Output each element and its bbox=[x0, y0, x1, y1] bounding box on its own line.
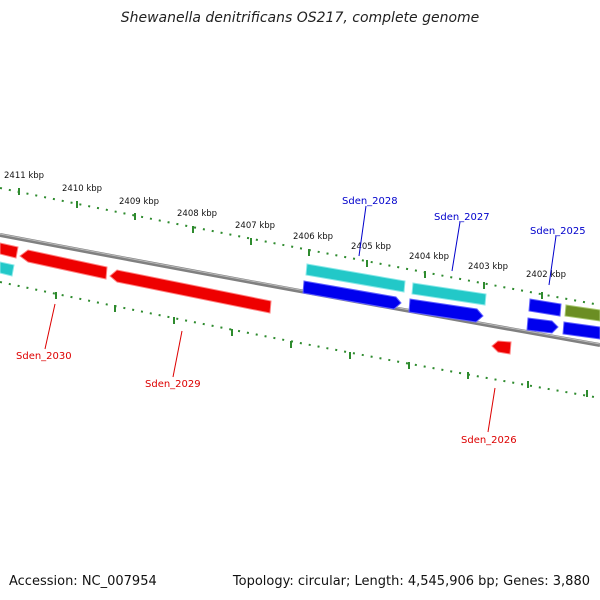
leader-sden2026 bbox=[487, 387, 496, 433]
gene-blue-4[interactable] bbox=[526, 317, 559, 334]
gene-olive[interactable] bbox=[564, 304, 600, 322]
gene-cyan-0[interactable] bbox=[0, 261, 15, 277]
gene-label-sden2028: Sden_2028 bbox=[342, 196, 398, 207]
kbp-label: 2402 kbp bbox=[526, 270, 566, 280]
gene-red-sden2026[interactable] bbox=[491, 340, 512, 355]
inner-scale-track bbox=[0, 281, 600, 399]
leader-sden2027 bbox=[451, 221, 461, 272]
genome-backbone bbox=[0, 233, 600, 347]
gene-label-sden2026: Sden_2026 bbox=[461, 435, 517, 446]
gene-blue-2[interactable] bbox=[408, 298, 484, 323]
map-title: Shewanella denitrificans OS217, complete… bbox=[120, 10, 480, 26]
gene-label-sden2025: Sden_2025 bbox=[530, 226, 586, 237]
accession-text: Accession: NC_007954 bbox=[9, 574, 157, 589]
kbp-label: 2407 kbp bbox=[235, 221, 275, 231]
gene-red-sden2030[interactable] bbox=[19, 249, 108, 280]
genome-stats-text: Topology: circular; Length: 4,545,906 bp… bbox=[232, 574, 590, 589]
gene-label-sden2029: Sden_2029 bbox=[145, 379, 201, 390]
kbp-label: 2410 kbp bbox=[62, 184, 102, 194]
gene-red-0[interactable] bbox=[0, 242, 19, 259]
leader-sden2029 bbox=[172, 330, 183, 378]
genome-backbone-highlight bbox=[0, 233, 600, 345]
gene-label-sden2030: Sden_2030 bbox=[16, 351, 72, 362]
kbp-label: 2403 kbp bbox=[468, 262, 508, 272]
gene-labels: Sden_2028 Sden_2027 Sden_2025 Sden_2030 … bbox=[16, 196, 586, 446]
label-leaders bbox=[44, 205, 557, 433]
outer-scale-track bbox=[0, 187, 600, 306]
gene-label-sden2027: Sden_2027 bbox=[434, 212, 490, 223]
kbp-label: 2408 kbp bbox=[177, 209, 217, 219]
outer-major-ticks bbox=[18, 188, 543, 299]
kbp-label: 2404 kbp bbox=[409, 252, 449, 262]
gene-red-sden2029[interactable] bbox=[109, 269, 272, 314]
gene-blue-5[interactable] bbox=[562, 321, 600, 340]
kbp-labels: 2411 kbp 2410 kbp 2409 kbp 2408 kbp 2407… bbox=[4, 171, 566, 280]
gene-blue-1[interactable] bbox=[302, 280, 402, 310]
kbp-label: 2406 kbp bbox=[293, 232, 333, 242]
kbp-label: 2411 kbp bbox=[4, 171, 44, 181]
leader-sden2030 bbox=[44, 303, 56, 350]
kbp-label: 2409 kbp bbox=[119, 197, 159, 207]
inner-major-ticks bbox=[55, 292, 588, 397]
kbp-label: 2405 kbp bbox=[351, 242, 391, 252]
gene-cyan-sden2028[interactable] bbox=[305, 263, 406, 293]
gene-cyan-sden2027[interactable] bbox=[411, 282, 487, 306]
gene-blue-sden2025[interactable] bbox=[528, 298, 562, 317]
leader-sden2025 bbox=[548, 235, 557, 286]
leader-sden2028 bbox=[358, 205, 367, 257]
